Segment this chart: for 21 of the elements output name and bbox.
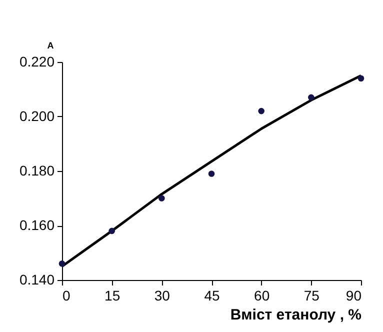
x-tick-label: 0 xyxy=(62,288,70,304)
point xyxy=(358,75,364,82)
x-tick-label: 90 xyxy=(346,288,362,304)
y-tick-label: 0.200 xyxy=(19,108,55,124)
x-tick-label: 75 xyxy=(304,288,320,304)
point xyxy=(208,170,215,177)
x-tick-label: 30 xyxy=(154,288,170,304)
y-tick-label: 0.220 xyxy=(19,54,55,70)
y-tick-label: 0.140 xyxy=(19,272,55,288)
point xyxy=(58,260,66,267)
y-tick-label: 0.160 xyxy=(19,217,55,233)
x-tick-label: 60 xyxy=(254,288,270,304)
x-tick-label: 15 xyxy=(104,288,120,304)
point xyxy=(158,195,165,202)
point xyxy=(108,228,115,234)
y-tick-label: 0.180 xyxy=(19,162,55,178)
point xyxy=(308,94,314,101)
y-axis-title: A xyxy=(47,40,54,50)
x-tick-label: 45 xyxy=(204,288,220,304)
x-axis-title: Вміст етанолу , % xyxy=(230,306,362,324)
point xyxy=(258,108,264,114)
